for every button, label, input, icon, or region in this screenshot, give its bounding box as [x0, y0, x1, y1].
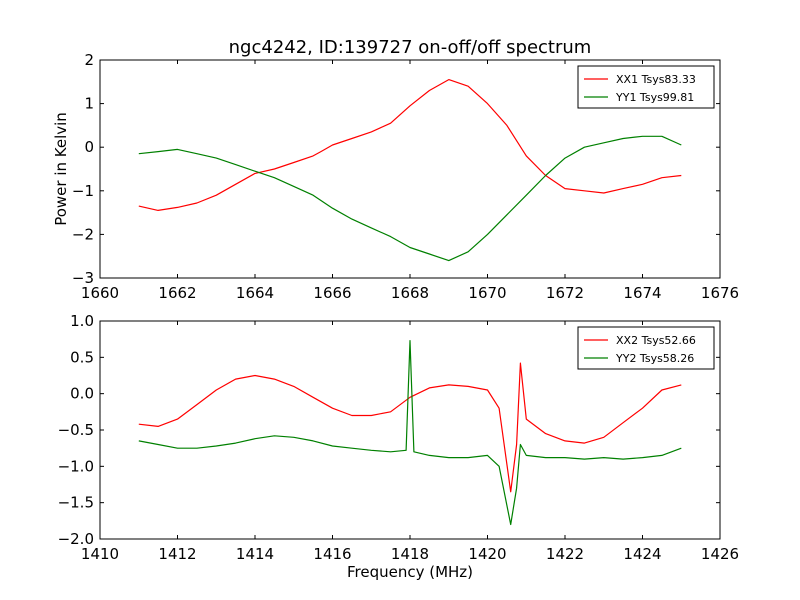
legend-label: YY2 Tsys58.26 — [615, 352, 694, 365]
x-tick-label: 1662 — [158, 284, 196, 302]
x-tick-label: 1416 — [313, 545, 351, 563]
legend: XX1 Tsys83.33 YY1 Tsys99.81 — [577, 65, 715, 109]
series-line-yy — [138, 340, 682, 526]
x-tick-label: 1672 — [546, 284, 584, 302]
x-tick-label: 1410 — [81, 545, 119, 563]
y-tick-label: 0.0 — [70, 385, 94, 403]
x-tick-label: 1426 — [701, 545, 739, 563]
x-tick-label: 1412 — [158, 545, 196, 563]
x-tick-label: 1668 — [391, 284, 429, 302]
x-axis-label: Frequency (MHz) — [347, 563, 473, 581]
legend-box — [577, 326, 715, 370]
y-tick-label: 0.5 — [70, 348, 94, 366]
x-tick-label: 1660 — [81, 284, 119, 302]
y-tick-label: 1.0 — [70, 312, 94, 330]
y-tick-label: −1.0 — [58, 457, 94, 475]
x-tick-label: 1418 — [391, 545, 429, 563]
y-axis-label: Power in Kelvin — [52, 112, 70, 226]
y-tick-label: −2.0 — [58, 530, 94, 548]
legend: XX2 Tsys52.66 YY2 Tsys58.26 — [577, 326, 715, 370]
y-tick-label: 1 — [84, 95, 94, 113]
y-tick-label: 0 — [84, 138, 94, 156]
legend-label: YY1 Tsys99.81 — [615, 91, 694, 104]
x-tick-label: 1424 — [623, 545, 661, 563]
y-tick-label: −1.5 — [58, 494, 94, 512]
y-tick-label: −1 — [72, 182, 94, 200]
y-tick-label: −3 — [72, 269, 94, 287]
y-tick-label: −0.5 — [58, 421, 94, 439]
series-line-xx — [138, 78, 682, 211]
y-tick-label: −2 — [72, 225, 94, 243]
x-tick-label: 1670 — [468, 284, 506, 302]
x-tick-label: 1676 — [701, 284, 739, 302]
top-spectrum-panel: 1660 1662 1664 1666 1668 1670 1672 1674 1676 −3 −2… — [72, 51, 739, 302]
x-tick-label: 1420 — [468, 545, 506, 563]
x-tick-label: 1666 — [313, 284, 351, 302]
series-line-xx — [138, 362, 682, 493]
x-tick-label: 1674 — [623, 284, 661, 302]
x-tick-label: 1422 — [546, 545, 584, 563]
series-line-yy — [138, 135, 682, 262]
chart-title: ngc4242, ID:139727 on-off/off spectrum — [229, 37, 592, 58]
legend-label: XX1 Tsys83.33 — [616, 73, 696, 86]
x-tick-label: 1414 — [236, 545, 274, 563]
legend-box — [577, 65, 715, 109]
x-tick-label: 1664 — [236, 284, 274, 302]
legend-label: XX2 Tsys52.66 — [616, 334, 696, 347]
bottom-spectrum-panel: 1410 1412 1414 1416 1418 1420 1422 1424 1426 −2.0… — [58, 312, 740, 563]
y-tick-label: 2 — [84, 51, 94, 69]
